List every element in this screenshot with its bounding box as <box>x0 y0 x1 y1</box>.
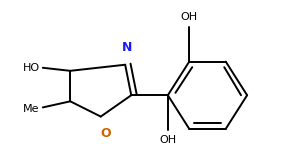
Text: Me: Me <box>23 104 40 114</box>
Text: HO: HO <box>23 63 40 73</box>
Text: OH: OH <box>180 12 198 22</box>
Text: OH: OH <box>159 135 176 145</box>
Text: N: N <box>122 41 132 54</box>
Text: O: O <box>100 127 111 140</box>
